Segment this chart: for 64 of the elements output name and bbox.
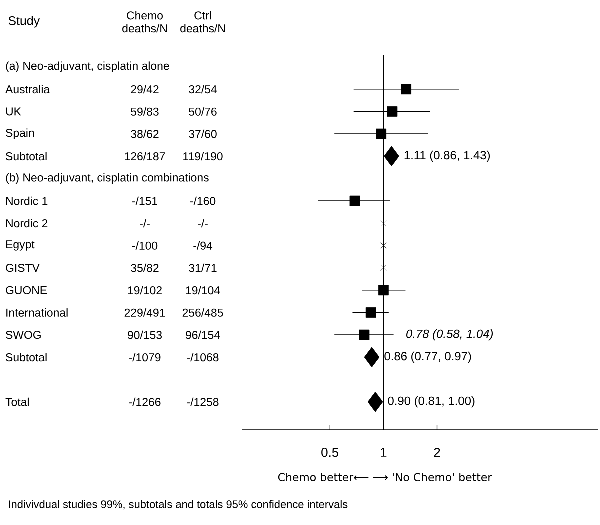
text: 29/42	[131, 85, 159, 94]
point	[387, 106, 398, 117]
y-tick-label: Egypt	[6, 240, 35, 251]
text: 19/102	[128, 286, 162, 295]
point	[380, 242, 387, 249]
text: 90/153	[128, 330, 162, 340]
x-axis-title: Chemo better⟵ ⟶ 'No Chemo' better	[278, 473, 492, 482]
x-tick-label: 2	[434, 448, 440, 458]
y-tick-label: Total	[6, 398, 29, 406]
point	[364, 347, 380, 368]
text: 32/54	[189, 85, 217, 94]
text: 256/485	[182, 308, 224, 317]
text: Study	[8, 16, 40, 28]
text: Indivivdual studies 99%, subtotals and totals 95% confidence intervals	[9, 500, 348, 510]
text: -/1266	[129, 398, 161, 406]
x-tick-label: 0.5	[322, 448, 339, 458]
text: 38/62	[131, 130, 159, 138]
text: 19/104	[186, 286, 220, 295]
text: -/151	[132, 196, 158, 206]
text: -/-	[140, 219, 150, 228]
data-label: 0.78 (0.58, 1.04)	[406, 330, 493, 341]
y-tick-label: Australia	[6, 85, 50, 94]
point	[376, 128, 387, 140]
text: 119/190	[184, 152, 223, 161]
text: -/-	[198, 219, 208, 228]
y-tick-label: Subtotal	[6, 353, 47, 362]
point	[380, 220, 387, 226]
point	[378, 285, 389, 296]
text: 37/60	[189, 130, 217, 138]
text: 229/491	[124, 308, 166, 317]
text: -/1068	[187, 353, 219, 362]
y-tick-label: (b) Neo-adjuvant, cisplatin combinations	[6, 173, 209, 184]
y-tick-label: GISTV	[6, 264, 40, 272]
text: 31/71	[189, 264, 217, 272]
text: -/94	[194, 242, 213, 250]
text: -/160	[190, 196, 216, 206]
text: Chemo deaths/N	[122, 11, 167, 33]
point	[368, 392, 384, 412]
point	[380, 265, 387, 272]
text: 50/76	[189, 108, 217, 116]
point	[366, 308, 376, 318]
text: 59/83	[131, 108, 159, 116]
data-label: 1.11 (0.86, 1.43)	[404, 150, 490, 162]
y-tick-label: UK	[6, 108, 22, 116]
text: -/100	[132, 242, 158, 250]
y-tick-label: GUONE	[6, 286, 48, 294]
y-tick-label: Subtotal	[6, 152, 47, 161]
y-tick-label: (a) Neo-adjuvant, cisplatin alone	[6, 62, 170, 72]
data-label: 0.86 (0.77, 0.97)	[384, 352, 472, 363]
text: 35/82	[131, 264, 159, 272]
text: -/1079	[129, 353, 161, 362]
point	[384, 146, 400, 167]
x-tick-label: 1	[381, 448, 387, 457]
y-tick-label: SWOG	[6, 331, 41, 340]
y-tick-label: Nordic 1	[6, 196, 48, 206]
y-tick-label: Spain	[6, 128, 34, 140]
y-tick-label: International	[6, 308, 68, 317]
point	[359, 330, 370, 340]
text: 126/187	[125, 152, 166, 161]
y-tick-label: Nordic 2	[6, 219, 48, 228]
text: Ctrl deaths/N	[180, 11, 225, 33]
data-label: 0.90 (0.81, 1.00)	[388, 396, 475, 408]
text: -/1258	[187, 398, 219, 406]
text: 96/154	[186, 330, 220, 340]
